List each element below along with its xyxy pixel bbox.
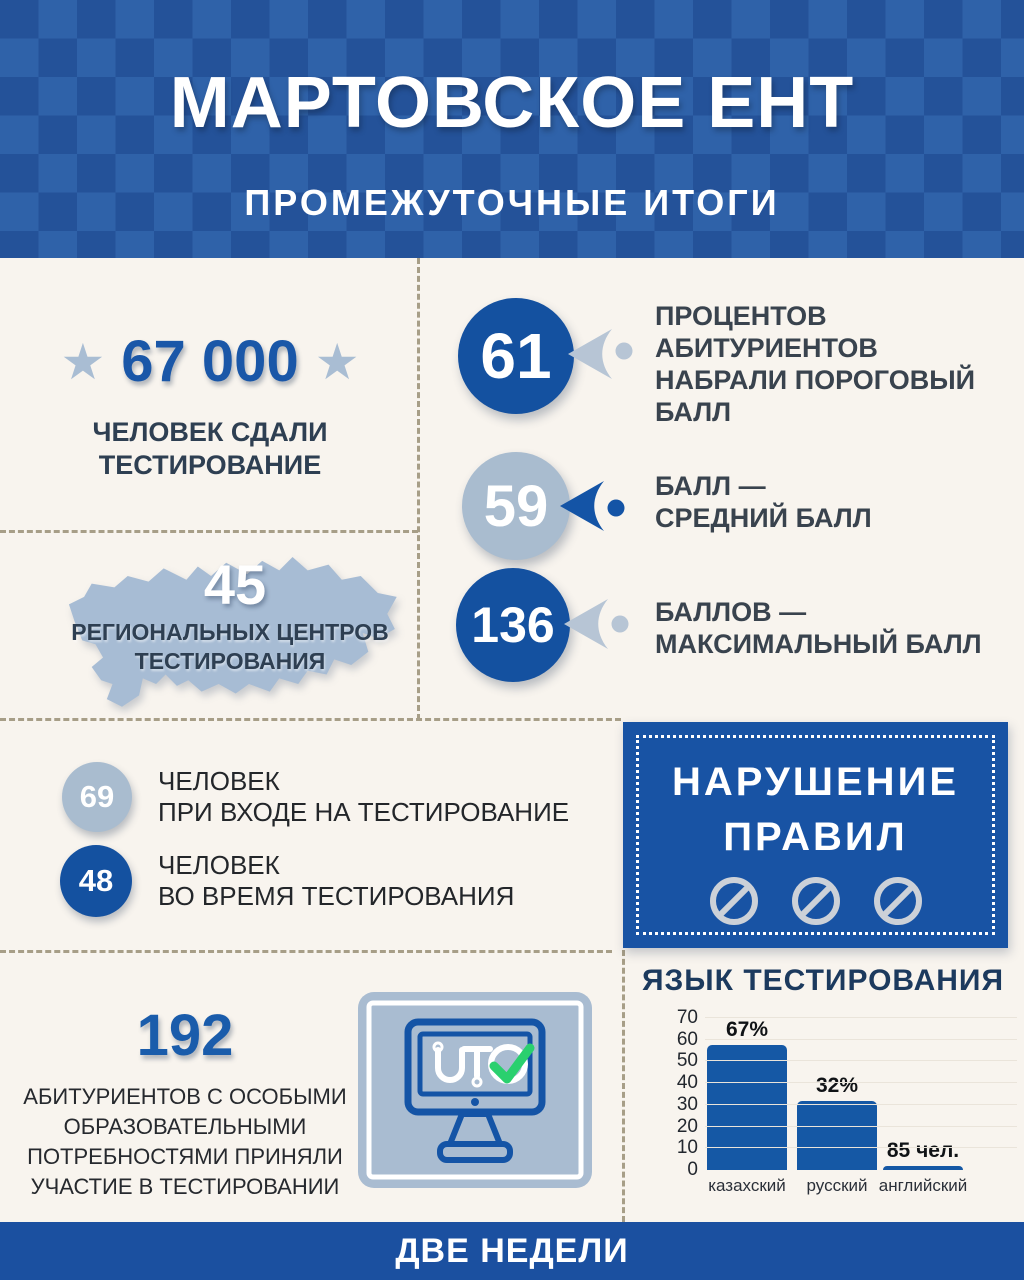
score-circle-136: 136 [456,568,570,682]
page-title: МАРТОВСКОЕ ЕНТ [169,63,855,143]
star-icon-left: ★ [60,332,106,391]
violation-box-title: НАРУШЕНИЕ [672,760,959,804]
prohibition-icon [709,877,758,925]
monitor-icon [358,992,592,1188]
score-label-136: БАЛЛОВ — МАКСИМАЛЬНЫЙ БАЛЛ [655,597,982,659]
chevron-left-icon [568,329,633,379]
monitor-card [358,992,592,1188]
prohibition-icon [791,877,840,925]
divider-vertical-bottom [622,950,625,1222]
violation-box-border: НАРУШЕНИЕ ПРАВИЛ [636,735,995,935]
page-subtitle: ПРОМЕЖУТОЧНЫЕ ИТОГИ [244,182,780,223]
kazakhstan-map-shape [68,557,397,707]
divider-vertical-top [417,258,420,720]
chart-title: ЯЗЫК ТЕСТИРОВАНИЯ [641,964,1005,997]
bar-column-russian: 32% [797,1018,877,1170]
score-circle-59: 59 [462,452,570,560]
category-label: английский [878,1176,968,1195]
special-count: 192 [136,1003,234,1068]
bar-russian [797,1100,877,1170]
kazakhstan-map [48,540,412,720]
bar-kazakh [707,1045,787,1170]
category-label: казахский [708,1176,786,1195]
violation-circle-48: 48 [60,845,132,917]
footer-text: ДВЕ НЕДЕЛИ [395,1231,629,1270]
chart-y-axis: 0 10 20 30 40 50 60 70 [676,1007,698,1180]
chart-plot: 67% 32% 85 чел. [705,1017,1017,1170]
score-circle-61: 61 [458,298,574,414]
bar-column-kazakh: 67% [707,1018,787,1170]
header-banner: МАРТОВСКОЕ ЕНТ ПРОМЕЖУТОЧНЫЕ ИТОГИ [0,0,1024,258]
category-label: русский [806,1176,868,1195]
tested-caption: ЧЕЛОВЕК СДАЛИ ТЕСТИРОВАНИЕ [92,417,328,480]
violation-box: НАРУШЕНИЕ ПРАВИЛ [623,722,1008,948]
bar-column-english: 85 чел. [883,1018,963,1170]
checkmark-icon [489,1043,535,1084]
score-label-59: БАЛЛ — СРЕДНИЙ БАЛЛ [655,471,872,533]
bar-value-label: 85 чел. [886,1138,960,1162]
chevron-left-icon [564,599,629,649]
centers-count: 45 [203,553,267,616]
violation-label-48: ЧЕЛОВЕК ВО ВРЕМЯ ТЕСТИРОВАНИЯ [158,850,515,911]
bar-value-label: 32% [815,1073,859,1097]
bar-value-label: 67% [725,1018,769,1041]
tested-count-row: ★ 67 000 ★ [0,328,420,395]
chevron-left-icon [560,481,625,531]
violation-label-69: ЧЕЛОВЕК ПРИ ВХОДЕ НА ТЕСТИРОВАНИЕ [158,766,570,827]
special-caption: АБИТУРИЕНТОВ С ОСОБЫМИ ОБРАЗОВАТЕЛЬНЫМИ … [23,1084,347,1199]
uto-logo [432,1041,535,1088]
prohibition-icon [873,877,922,925]
violation-circle-69: 69 [62,762,132,832]
violation-box-title-2: ПРАВИЛ [723,815,908,859]
prohibition-icons-row [707,874,925,928]
footer-banner: ДВЕ НЕДЕЛИ [0,1222,1024,1280]
divider-horizontal-3 [0,950,612,953]
divider-horizontal-1 [0,530,418,533]
star-icon-right: ★ [314,332,360,391]
score-label-61: ПРОЦЕНТОВ АБИТУРИЕНТОВ НАБРАЛИ ПОРОГОВЫЙ… [655,301,976,427]
divider-horizontal-2 [0,718,621,721]
bar-english [883,1165,963,1170]
centers-caption: РЕГИОНАЛЬНЫХ ЦЕНТРОВ ТЕСТИРОВАНИЯ [71,619,389,674]
tested-count: 67 000 [121,329,299,394]
chart-category-labels: казахский русский английский [705,1176,1017,1200]
